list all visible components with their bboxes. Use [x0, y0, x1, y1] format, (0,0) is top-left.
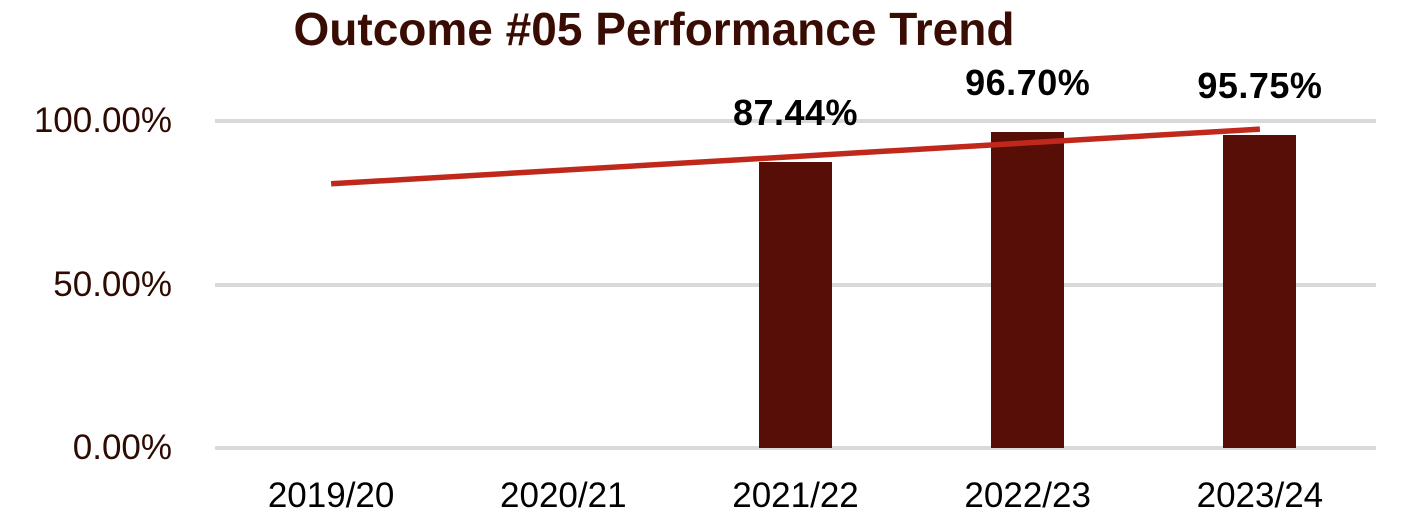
- y-axis-tick-label: 100.00%: [33, 101, 172, 140]
- bar: [759, 162, 832, 448]
- gridline: [215, 119, 1376, 123]
- x-axis-category-label: 2022/23: [964, 476, 1091, 515]
- x-axis-category-label: 2023/24: [1196, 476, 1324, 515]
- bar: [1223, 134, 1297, 448]
- bar-data-label: 95.75%: [1197, 64, 1323, 106]
- x-axis-category-label: 2020/21: [500, 476, 627, 515]
- gridline: [215, 446, 1376, 450]
- y-axis-tick-label: 50.00%: [53, 264, 172, 304]
- x-axis-category-label: 2019/20: [267, 476, 395, 515]
- bar-data-label: 87.44%: [732, 92, 859, 134]
- y-axis-tick-label: 0.00%: [72, 428, 172, 467]
- x-axis-category-label: 2021/22: [732, 476, 859, 515]
- chart-title: Outcome #05 Performance Trend: [293, 3, 1015, 55]
- bar-data-label: 96.70%: [965, 61, 1091, 103]
- bar: [991, 131, 1065, 448]
